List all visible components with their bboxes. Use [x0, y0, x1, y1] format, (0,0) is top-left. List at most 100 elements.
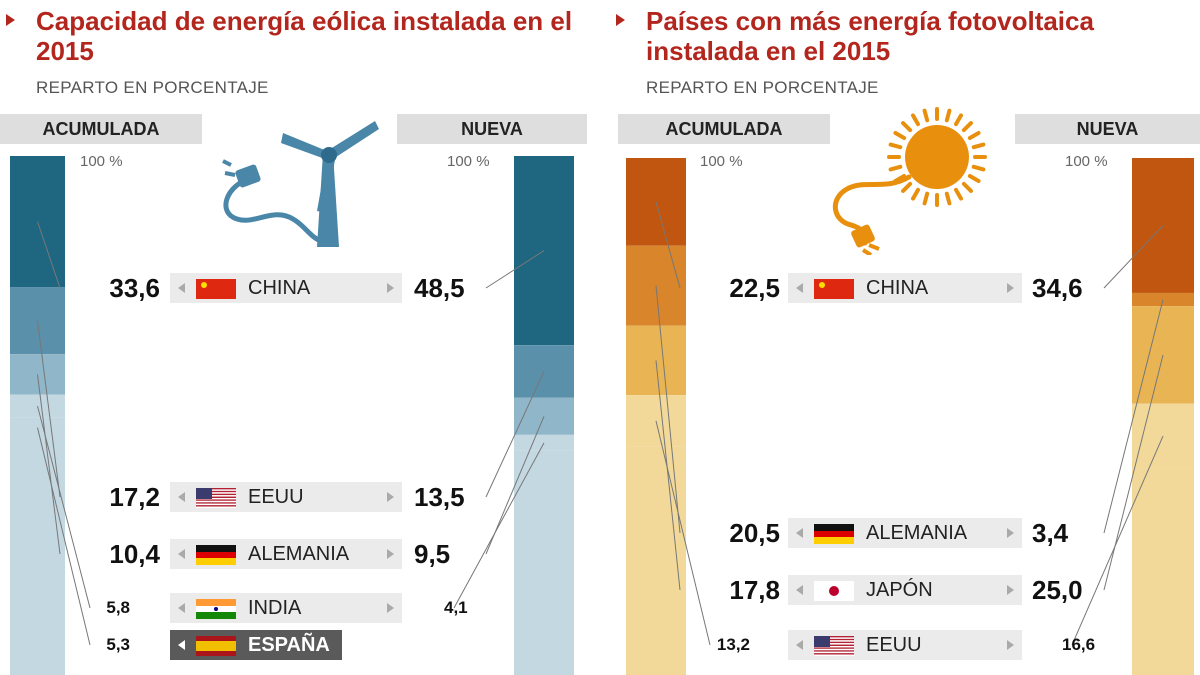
country-name: CHINA — [248, 277, 311, 299]
country-name: ESPAÑA — [248, 634, 330, 656]
country-name: INDIA — [248, 597, 302, 619]
flag-spain-icon — [196, 636, 236, 656]
sun-plug-icon — [833, 107, 987, 255]
wind-chart-svg — [10, 156, 574, 675]
chart-title: Países con más energía fotovoltaica inst… — [646, 6, 1094, 66]
country-name: CHINA — [866, 277, 929, 299]
value-nueva: 48,5 — [414, 273, 465, 303]
title-arrow-icon — [616, 14, 625, 26]
connector-nueva — [1103, 354, 1164, 591]
connector-nueva — [485, 371, 545, 498]
chevron-left-icon[interactable] — [796, 528, 803, 538]
chevron-left-icon[interactable] — [178, 492, 185, 502]
chevron-right-icon[interactable] — [1007, 283, 1014, 293]
country-row-china[interactable]: CHINA — [788, 273, 1022, 303]
chevron-left-icon[interactable] — [796, 283, 803, 293]
flag-usa-icon — [814, 636, 854, 656]
bar-nueva-rest — [1132, 468, 1194, 675]
header-nueva: NUEVA — [397, 114, 587, 144]
chevron-left-icon[interactable] — [796, 640, 803, 650]
value-acumulada: 33,6 — [109, 273, 160, 303]
connector-acumulada — [655, 285, 681, 534]
connector-acumulada — [655, 201, 681, 289]
chart-subtitle: REPARTO EN PORCENTAJE — [36, 78, 269, 97]
bar-nueva-rest — [514, 450, 574, 675]
connector-acumulada — [37, 427, 91, 646]
value-nueva: 16,6 — [1062, 635, 1096, 654]
country-name: EEUU — [866, 634, 922, 656]
country-name: JAPÓN — [866, 579, 933, 601]
chevron-right-icon[interactable] — [387, 603, 394, 613]
solar-chart-panel: Países con más energía fotovoltaica inst… — [610, 0, 1200, 675]
value-acumulada: 5,8 — [106, 598, 130, 617]
chart-subtitle: REPARTO EN PORCENTAJE — [646, 78, 879, 97]
connector-nueva — [1103, 299, 1164, 534]
value-acumulada: 22,5 — [729, 273, 780, 303]
flag-china-icon — [196, 279, 236, 299]
chevron-left-icon[interactable] — [178, 549, 185, 559]
country-row-alemania[interactable]: ALEMANIA — [788, 518, 1022, 548]
value-nueva: 3,4 — [1032, 518, 1069, 548]
bar-nueva-eeuu — [514, 345, 574, 398]
top-percent-right: 100 % — [447, 153, 490, 170]
country-row-china[interactable]: CHINA — [170, 273, 402, 303]
country-row-eeuu[interactable]: EEUU — [170, 482, 402, 512]
chart-title: Capacidad de energía eólica instalada en… — [36, 6, 573, 66]
value-nueva: 4,1 — [444, 598, 468, 617]
title-arrow-icon — [6, 14, 15, 26]
connector-nueva — [1071, 435, 1164, 646]
value-nueva: 25,0 — [1032, 575, 1083, 605]
connector-nueva — [485, 250, 545, 289]
bar-acumulada-rest — [626, 446, 686, 675]
flag-usa-icon — [196, 488, 236, 508]
country-name: ALEMANIA — [866, 522, 968, 544]
value-nueva: 13,5 — [414, 482, 465, 512]
chevron-right-icon[interactable] — [1007, 528, 1014, 538]
solar-chart-svg — [626, 158, 1194, 675]
value-acumulada: 10,4 — [109, 539, 160, 569]
country-row-japón[interactable]: JAPÓN — [788, 575, 1022, 605]
connector-acumulada — [37, 320, 61, 498]
chevron-left-icon[interactable] — [178, 603, 185, 613]
chevron-right-icon[interactable] — [1007, 585, 1014, 595]
flag-germany-icon — [814, 524, 854, 544]
flag-germany-icon — [196, 545, 236, 565]
chevron-left-icon[interactable] — [796, 585, 803, 595]
top-percent-left: 100 % — [700, 153, 743, 170]
bar-acumulada-china — [10, 156, 65, 288]
flag-japan-icon — [814, 581, 854, 601]
value-acumulada: 5,3 — [106, 635, 130, 654]
country-row-india[interactable]: INDIA — [170, 593, 402, 623]
country-row-españa[interactable]: ESPAÑA — [170, 630, 342, 660]
connector-acumulada — [655, 420, 711, 646]
chevron-right-icon[interactable] — [1007, 640, 1014, 650]
chevron-left-icon[interactable] — [178, 283, 185, 293]
country-row-eeuu[interactable]: EEUU — [788, 630, 1022, 660]
top-percent-right: 100 % — [1065, 153, 1108, 170]
value-acumulada: 13,2 — [716, 635, 750, 654]
chevron-right-icon[interactable] — [387, 492, 394, 502]
connector-nueva — [453, 442, 545, 609]
bar-nueva-alemania — [514, 397, 574, 435]
value-nueva: 9,5 — [414, 539, 451, 569]
value-acumulada: 17,2 — [109, 482, 160, 512]
connector-acumulada — [37, 374, 61, 555]
connector-nueva — [1103, 225, 1164, 289]
header-acumulada: ACUMULADA — [618, 114, 830, 144]
flag-china-icon — [814, 279, 854, 299]
header-nueva: NUEVA — [1015, 114, 1200, 144]
header-acumulada: ACUMULADA — [0, 114, 202, 144]
value-acumulada: 17,8 — [729, 575, 780, 605]
wind-turbine-plug-icon — [222, 121, 379, 247]
wind-chart-panel: Capacidad de energía eólica instalada en… — [0, 6, 587, 675]
connector-acumulada — [655, 360, 681, 591]
top-percent-left: 100 % — [80, 153, 123, 170]
country-name: ALEMANIA — [248, 543, 350, 565]
chevron-left-icon[interactable] — [178, 640, 185, 650]
country-name: EEUU — [248, 486, 304, 508]
chevron-right-icon[interactable] — [387, 549, 394, 559]
country-row-alemania[interactable]: ALEMANIA — [170, 539, 402, 569]
value-nueva: 34,6 — [1032, 273, 1083, 303]
chevron-right-icon[interactable] — [387, 283, 394, 293]
flag-india-icon — [196, 599, 236, 619]
